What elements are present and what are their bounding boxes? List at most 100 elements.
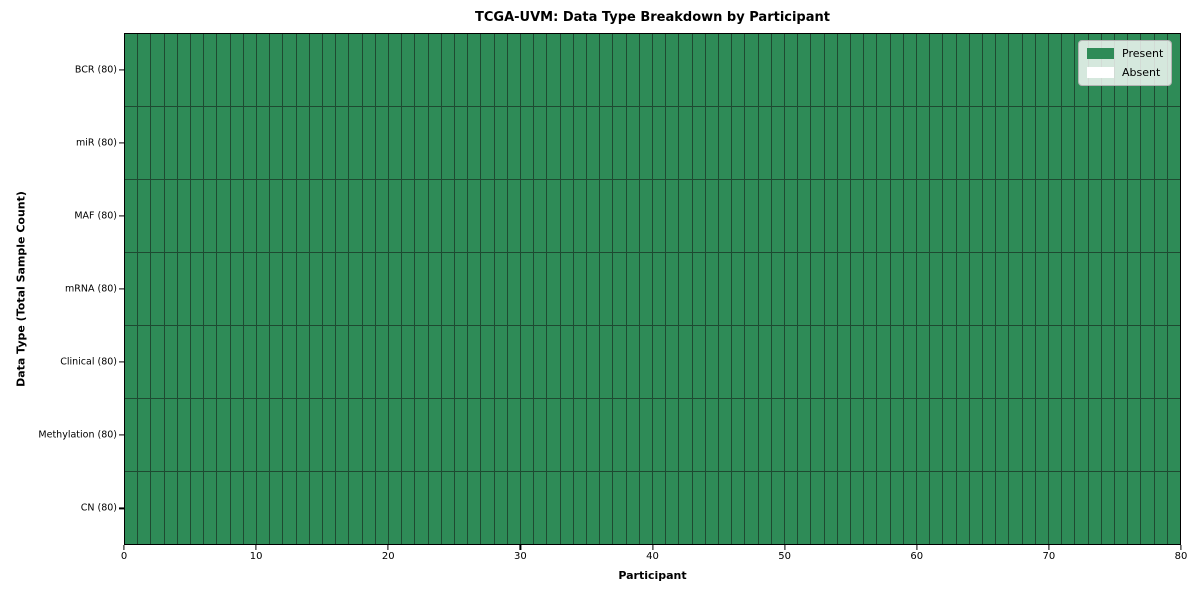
heatmap-cell [388,472,402,544]
heatmap-cell [864,253,877,325]
heatmap-cell [230,253,243,325]
heatmap-cell [1154,253,1167,325]
heatmap-cell [1075,472,1088,544]
heatmap-cell [428,180,441,252]
heatmap-cell [679,472,692,544]
heatmap-cell [125,472,138,544]
heatmap-cell [507,399,520,471]
heatmap-cell [256,253,270,325]
heatmap-cell [600,472,613,544]
heatmap-cell [956,107,969,179]
heatmap-cell [1035,253,1048,325]
heatmap-cell [718,326,732,398]
heatmap-cell [1035,399,1048,471]
heatmap-cell [1141,253,1154,325]
heatmap-cell [864,34,877,106]
heatmap-cell [1101,472,1114,544]
heatmap-cell [1022,472,1035,544]
heatmap-cell [837,34,850,106]
heatmap-cell [1114,472,1128,544]
heatmap-cell [784,180,798,252]
heatmap-cell [534,107,547,179]
heatmap-cell [481,399,494,471]
heatmap-cell [1088,326,1101,398]
heatmap-cell [428,107,441,179]
heatmap-cell [256,180,270,252]
heatmap-cell [547,34,560,106]
heatmap-cell [943,399,956,471]
heatmap-cell [177,472,190,544]
heatmap-cell [890,326,903,398]
y-tick-mark [119,434,124,436]
heatmap-cell [138,180,151,252]
heatmap-cell [626,180,639,252]
heatmap-cell [507,253,520,325]
heatmap-cell [600,253,613,325]
heatmap-cell [322,253,336,325]
x-tick-labels: 0 10 20 30 40 50 60 70 80 [120,551,1188,565]
heatmap-cell [520,34,534,106]
heatmap-cell [600,107,613,179]
heatmap-cell [177,34,190,106]
heatmap-cell [1088,472,1101,544]
heatmap-cell [375,399,388,471]
heatmap-cell [349,472,362,544]
heatmap-cell [626,34,639,106]
heatmap-cell [151,472,164,544]
heatmap-cell [784,472,798,544]
heatmap-cell [402,399,415,471]
heatmap-cell [916,399,930,471]
heatmap-cell [1022,253,1035,325]
heatmap-cell [850,107,864,179]
legend-swatch [1087,48,1114,59]
heatmap-cell [600,180,613,252]
heatmap-cell [930,472,943,544]
heatmap-cell [982,180,996,252]
y-tick-mark [119,68,124,71]
heatmap-cell [190,253,204,325]
heatmap-cell [520,326,534,398]
x-tick-label: 0 [120,551,128,562]
heatmap-cell [454,107,468,179]
heatmap-cell [639,326,652,398]
heatmap-cell [1128,472,1141,544]
heatmap-cell [336,399,349,471]
heatmap-cell [309,107,322,179]
heatmap-cell [613,180,626,252]
heatmap-cell [125,34,138,106]
y-tick-label: Clinical (80) [60,356,117,368]
y-tick-marks [119,33,124,545]
heatmap-cell [520,107,534,179]
x-tick-mark [651,545,654,550]
heatmap-cell [916,253,930,325]
heatmap-cell [349,326,362,398]
heatmap-cell [1088,399,1101,471]
heatmap-cell [454,326,468,398]
heatmap-cell [916,180,930,252]
heatmap-cell [718,180,732,252]
heatmap-cell [798,107,811,179]
heatmap-cell [679,253,692,325]
heatmap-cell [283,34,296,106]
y-tick-label: CN (80) [80,502,117,514]
heatmap-cell [652,326,666,398]
heatmap-cell [1062,180,1075,252]
heatmap-cell [402,180,415,252]
heatmap-cell [1114,180,1128,252]
heatmap-cell [824,399,837,471]
heatmap-cell [1114,107,1128,179]
heatmap-cell [692,399,705,471]
heatmap-cell [388,253,402,325]
heatmap-cell [1101,253,1114,325]
heatmap-cell [1128,326,1141,398]
heatmap-cell [362,399,375,471]
heatmap-cell [877,399,890,471]
heatmap-cell [243,399,256,471]
heatmap-cell [811,399,824,471]
x-tick-mark [387,545,389,550]
heatmap-cell [771,472,784,544]
heatmap-cell [679,34,692,106]
heatmap-cell [362,34,375,106]
heatmap-cell [309,34,322,106]
